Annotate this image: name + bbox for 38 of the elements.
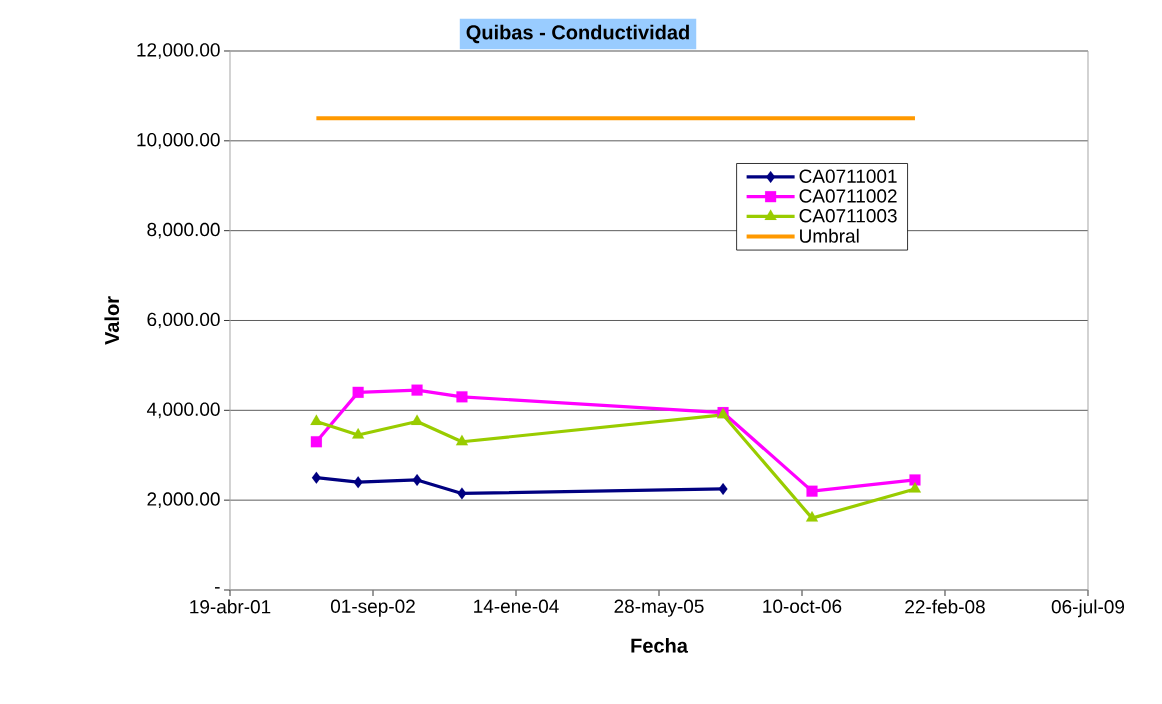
y-tick-label: 10,000.00 — [137, 132, 220, 149]
point — [718, 482, 728, 495]
y-tick-label: 12,000.00 — [137, 43, 220, 59]
point — [909, 474, 921, 486]
point — [412, 473, 422, 486]
point — [352, 427, 365, 439]
legend-label: CA0711003 — [799, 209, 897, 223]
x-axis-title: Fecha — [631, 638, 689, 653]
x-tick-label: 14-ene-04 — [474, 599, 559, 613]
y-tick-label: - — [215, 587, 220, 589]
y-tick-label: 2,000.00 — [147, 492, 220, 508]
y-tick-label: 6,000.00 — [147, 312, 220, 329]
chart-title: Quibas - Conductividad — [466, 24, 689, 44]
legend-label: CA0711001 — [799, 169, 897, 183]
y-tick-label: 4,000.00 — [146, 402, 220, 419]
legend-label: CA0711002 — [799, 189, 897, 203]
x-tick-label: 06-jul-09 — [1051, 599, 1125, 618]
x-tick-label: 28-may-05 — [614, 599, 704, 617]
point — [805, 511, 819, 522]
point — [457, 487, 467, 500]
point — [806, 485, 818, 497]
point — [353, 476, 363, 489]
point — [455, 434, 469, 446]
point — [411, 384, 423, 396]
point — [310, 436, 322, 448]
point — [456, 391, 468, 403]
point — [310, 414, 323, 426]
point — [352, 386, 364, 398]
x-tick-label: 19-abr-01 — [190, 599, 271, 614]
point — [908, 481, 922, 493]
x-tick-label: 22-feb-08 — [905, 599, 985, 614]
x-tick-label: 10-oct-06 — [763, 599, 842, 613]
y-axis-title: Valor — [104, 296, 120, 345]
legend-label: Umbral — [800, 228, 859, 243]
y-tick-label: 8,000.00 — [147, 222, 220, 239]
x-tick-label: 01-sep-02 — [330, 599, 415, 617]
point — [311, 471, 321, 484]
point — [410, 414, 424, 426]
